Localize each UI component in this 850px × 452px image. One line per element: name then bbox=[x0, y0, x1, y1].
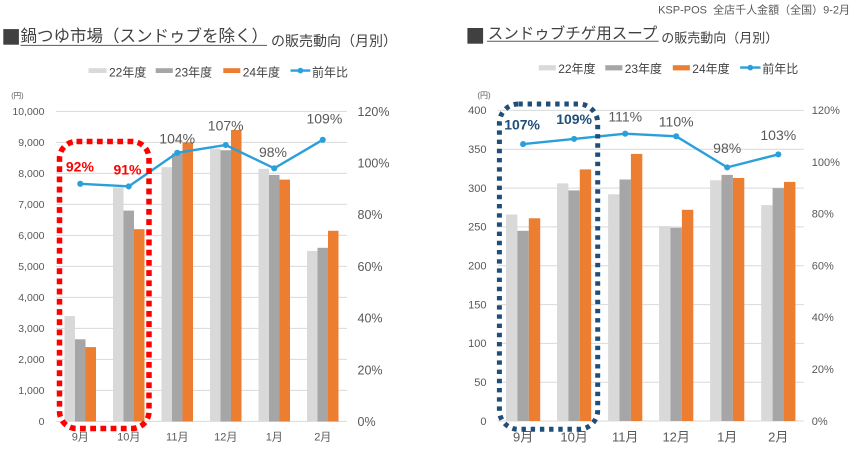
svg-text:10月: 10月 bbox=[117, 432, 140, 444]
svg-text:6,000: 6,000 bbox=[18, 230, 44, 242]
svg-text:7,000: 7,000 bbox=[18, 199, 44, 211]
svg-text:0%: 0% bbox=[358, 415, 376, 429]
svg-text:9,000: 9,000 bbox=[18, 137, 44, 149]
svg-text:80%: 80% bbox=[812, 209, 834, 221]
svg-text:150: 150 bbox=[468, 299, 486, 311]
svg-text:98%: 98% bbox=[713, 140, 741, 156]
svg-text:KSP-POS 全店千人金額（全国）9-2月: KSP-POS 全店千人金額（全国）9-2月 bbox=[658, 3, 850, 17]
svg-text:4,000: 4,000 bbox=[18, 292, 44, 304]
svg-text:0: 0 bbox=[480, 416, 486, 428]
svg-text:10,000: 10,000 bbox=[12, 106, 44, 118]
svg-text:100: 100 bbox=[468, 338, 486, 350]
svg-text:110%: 110% bbox=[659, 113, 694, 129]
svg-text:40%: 40% bbox=[812, 312, 834, 324]
svg-text:23年度: 23年度 bbox=[625, 61, 662, 76]
svg-text:5,000: 5,000 bbox=[18, 261, 44, 273]
svg-text:10月: 10月 bbox=[560, 430, 587, 445]
svg-text:24年度: 24年度 bbox=[243, 64, 280, 79]
svg-text:60%: 60% bbox=[358, 260, 383, 274]
svg-text:前年比: 前年比 bbox=[762, 61, 798, 76]
svg-text:107%: 107% bbox=[504, 116, 540, 132]
svg-text:80%: 80% bbox=[358, 208, 383, 222]
svg-text:22年度: 22年度 bbox=[109, 64, 146, 79]
svg-text:250: 250 bbox=[468, 222, 486, 234]
svg-text:24年度: 24年度 bbox=[692, 61, 729, 76]
svg-text:23年度: 23年度 bbox=[175, 64, 212, 79]
svg-text:(円): (円) bbox=[11, 91, 24, 100]
svg-text:98%: 98% bbox=[259, 144, 287, 160]
svg-text:2,000: 2,000 bbox=[18, 354, 44, 366]
svg-text:111%: 111% bbox=[608, 108, 642, 124]
svg-text:103%: 103% bbox=[760, 127, 796, 143]
svg-text:50: 50 bbox=[474, 377, 486, 389]
svg-text:12月: 12月 bbox=[214, 432, 237, 444]
svg-text:20%: 20% bbox=[358, 363, 383, 377]
svg-text:120%: 120% bbox=[358, 105, 390, 119]
svg-text:20%: 20% bbox=[812, 364, 834, 376]
svg-text:0: 0 bbox=[39, 416, 45, 428]
svg-text:60%: 60% bbox=[812, 260, 834, 272]
svg-text:2月: 2月 bbox=[768, 430, 788, 445]
svg-text:200: 200 bbox=[468, 261, 486, 273]
svg-text:11月: 11月 bbox=[166, 432, 188, 444]
svg-text:92%: 92% bbox=[66, 159, 95, 175]
svg-text:350: 350 bbox=[468, 144, 486, 156]
svg-text:12月: 12月 bbox=[662, 430, 689, 445]
svg-text:120%: 120% bbox=[812, 105, 840, 117]
svg-text:91%: 91% bbox=[113, 162, 142, 178]
svg-text:11月: 11月 bbox=[612, 430, 639, 445]
svg-text:9月: 9月 bbox=[72, 432, 89, 444]
svg-text:400: 400 bbox=[468, 105, 486, 117]
svg-text:3,000: 3,000 bbox=[18, 323, 44, 335]
svg-text:0%: 0% bbox=[812, 416, 828, 428]
svg-text:300: 300 bbox=[468, 183, 486, 195]
svg-text:1月: 1月 bbox=[266, 432, 283, 444]
svg-text:107%: 107% bbox=[208, 118, 244, 134]
svg-text:1,000: 1,000 bbox=[18, 385, 44, 397]
svg-text:前年比: 前年比 bbox=[312, 64, 348, 79]
svg-text:40%: 40% bbox=[358, 312, 383, 326]
svg-text:100%: 100% bbox=[812, 157, 840, 169]
svg-text:9月: 9月 bbox=[513, 430, 533, 445]
svg-text:100%: 100% bbox=[358, 157, 390, 171]
svg-text:8,000: 8,000 bbox=[18, 168, 44, 180]
svg-text:109%: 109% bbox=[306, 110, 342, 126]
svg-text:104%: 104% bbox=[159, 130, 195, 146]
svg-text:109%: 109% bbox=[556, 111, 592, 127]
svg-text:2月: 2月 bbox=[314, 432, 331, 444]
svg-text:22年度: 22年度 bbox=[558, 61, 595, 76]
svg-text:1月: 1月 bbox=[717, 430, 737, 445]
svg-text:(円): (円) bbox=[477, 91, 491, 100]
